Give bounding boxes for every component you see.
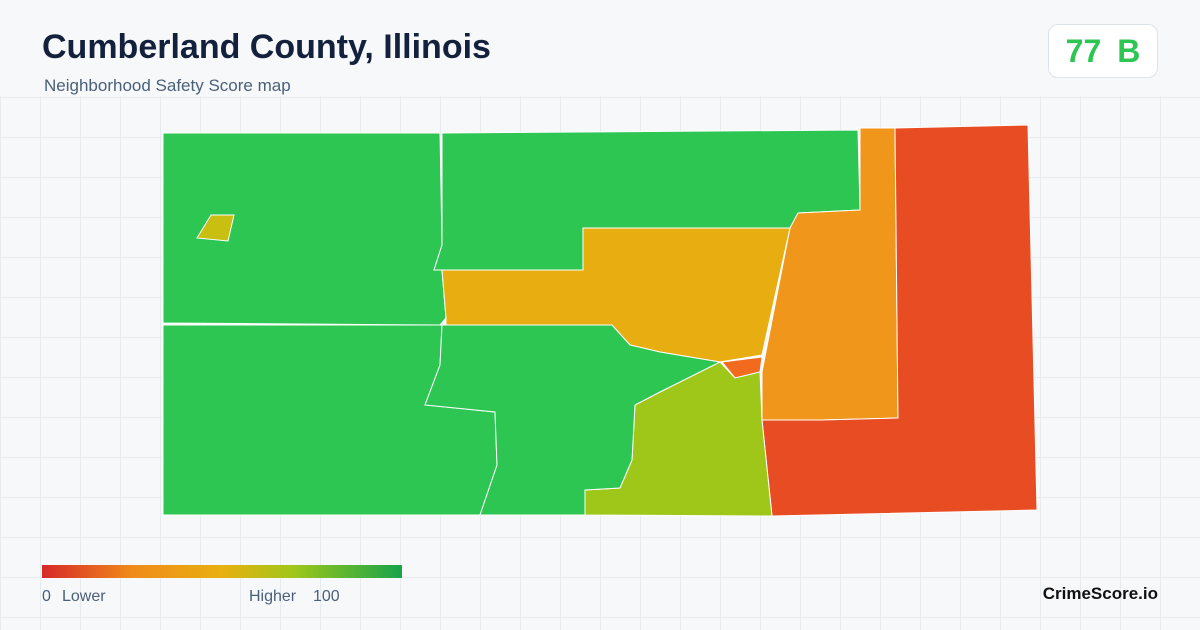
- legend-min: 0: [42, 588, 51, 605]
- legend-max: 100: [313, 588, 340, 605]
- score-grade: B: [1117, 32, 1141, 69]
- legend-min-label: Lower: [62, 588, 106, 605]
- score-value: 77: [1065, 32, 1102, 69]
- brand: CrimeScore.io: [1042, 584, 1158, 603]
- region: [196, 214, 235, 242]
- region: [424, 324, 722, 516]
- score-badge: 77 B: [1048, 24, 1158, 78]
- subtitle: Neighborhood Safety Score map: [44, 76, 291, 95]
- legend-gradient: [42, 565, 402, 578]
- header: Cumberland County, Illinois Neighborhood…: [0, 0, 1200, 96]
- legend-max-label: Higher: [249, 588, 297, 605]
- title: Cumberland County, Illinois: [42, 28, 491, 66]
